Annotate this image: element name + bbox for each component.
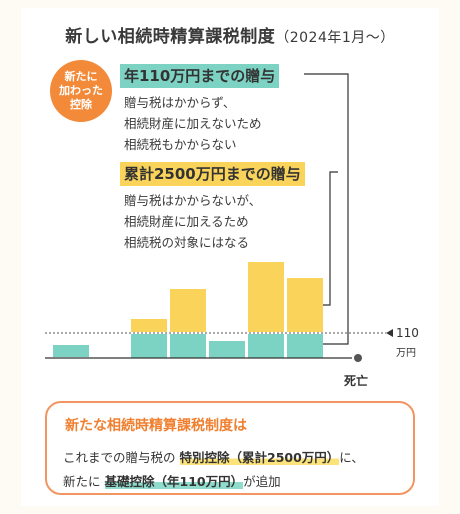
bar-year5-basic — [248, 334, 284, 358]
special-deduction-description: 贈与税はかからないが、 相続財産に加えるため 相続税の対象にはなる — [124, 190, 261, 253]
bar-year3-special — [170, 289, 206, 332]
bar-year6-special — [287, 278, 323, 332]
threshold-unit: 万円 — [396, 348, 416, 359]
special-deduction-highlight: 特別控除（累計2500万円） — [179, 450, 340, 465]
basic-deduction-line: 贈与税はかからず、 — [124, 95, 236, 110]
bar-year3-basic — [170, 334, 206, 358]
bar-year2-basic — [131, 334, 167, 358]
bar-year4-basic — [209, 341, 245, 358]
bar-year6-basic — [287, 334, 323, 358]
page-title: 新しい相続時精算課税制度（2024年1月～） — [65, 27, 395, 47]
bar-year2-special — [131, 319, 167, 332]
special-deduction-line: 贈与税はかからないが、 — [124, 193, 262, 208]
death-label: 死亡 — [344, 374, 369, 388]
basic-deduction-highlight: 基礎控除（年110万円） — [104, 474, 244, 489]
summary-line-1: これまでの贈与税の 特別控除（累計2500万円）に、 — [63, 450, 364, 465]
basic-deduction-description: 贈与税はかからず、 相続財産に加えないため 相続税もかからない — [124, 92, 262, 155]
bar-year5-special — [248, 262, 284, 332]
threshold-value: 110 — [396, 326, 419, 340]
death-marker — [354, 354, 362, 362]
basic-deduction-line: 相続財産に加えないため — [124, 116, 262, 131]
basic-connector-line — [304, 73, 349, 345]
threshold-arrow — [386, 329, 393, 337]
special-deduction-line: 相続税の対象にはなる — [124, 235, 250, 250]
summary-line-2: 新たに 基礎控除（年110万円）が追加 — [63, 474, 281, 489]
summary-box: 新たな相続時精算課税制度は これまでの贈与税の 特別控除（累計2500万円）に、… — [45, 401, 415, 495]
special-deduction-heading: 累計2500万円までの贈与 — [120, 162, 305, 186]
basic-deduction-heading: 年110万円までの贈与 — [120, 64, 280, 88]
special-deduction-line: 相続財産に加えるため — [124, 214, 249, 229]
bar-year1-basic — [53, 345, 89, 357]
gift-chart — [45, 73, 393, 362]
title-period: （2024年1月～） — [275, 30, 395, 46]
summary-title: 新たな相続時精算課税制度は — [65, 418, 247, 434]
new-deduction-badge: 新たに 加わった 控除 — [50, 60, 112, 122]
basic-deduction-line: 相続税もかからない — [124, 137, 237, 152]
